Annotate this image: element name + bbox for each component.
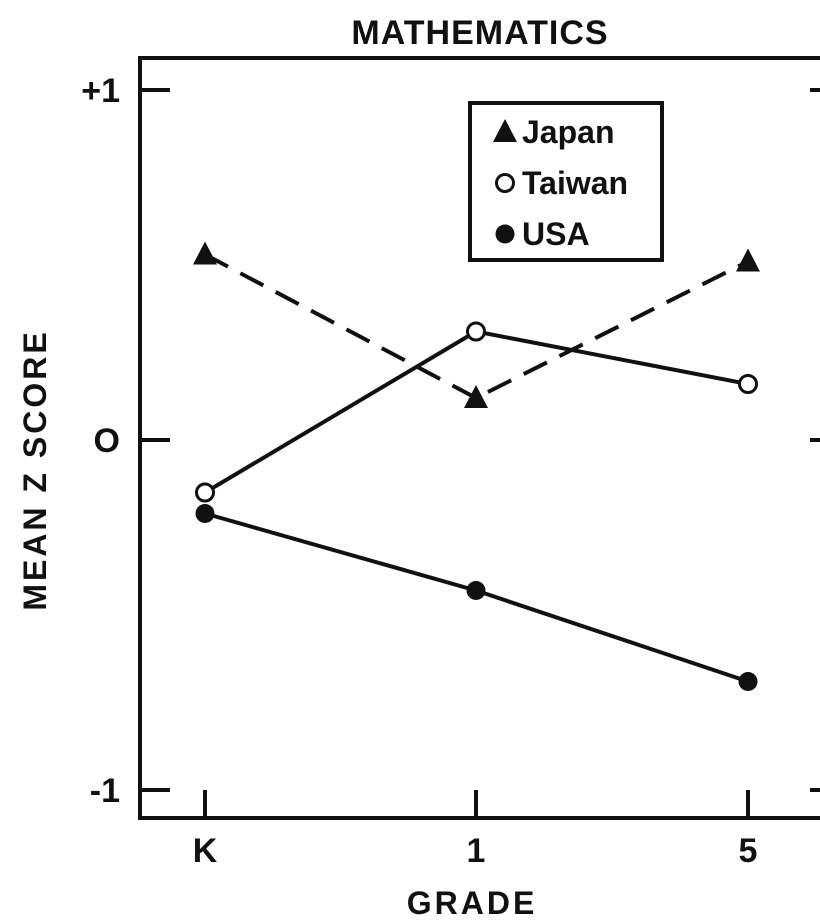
taiwan-line: [203, 329, 749, 495]
usa-point: [466, 581, 486, 600]
usa-point: [738, 672, 758, 691]
japan-point: [464, 385, 488, 408]
x-axis-title: GRADE: [407, 885, 538, 921]
y-tick-label: -1: [90, 772, 120, 810]
taiwan-point: [738, 374, 758, 394]
taiwan-point: [195, 482, 215, 503]
chart-title: MATHEMATICS: [351, 14, 608, 52]
series-group: [193, 241, 760, 691]
y-axis-title: MEAN Z SCORE: [17, 329, 53, 610]
japan-point: [193, 241, 217, 265]
legend-taiwan-marker: [495, 173, 515, 193]
japan-point: [736, 248, 760, 272]
legend-japan-label: Japan: [522, 114, 614, 150]
x-tick-label: K: [193, 832, 218, 870]
x-tick-label: 1: [467, 832, 486, 870]
legend-japan-marker: [493, 119, 517, 142]
legend: Japan Taiwan USA: [468, 101, 664, 262]
japan-line: [204, 252, 749, 401]
legend-usa-marker: [495, 224, 515, 244]
y-tick-label: +1: [81, 72, 120, 110]
usa-point: [195, 504, 215, 523]
x-tick-label: 5: [739, 832, 758, 870]
taiwan-point: [466, 321, 486, 342]
legend-taiwan-label: Taiwan: [522, 165, 628, 201]
y-tick-label: O: [94, 422, 120, 460]
legend-usa-label: USA: [522, 216, 590, 252]
ticks: +1 O -1 K 1 5: [81, 72, 820, 870]
